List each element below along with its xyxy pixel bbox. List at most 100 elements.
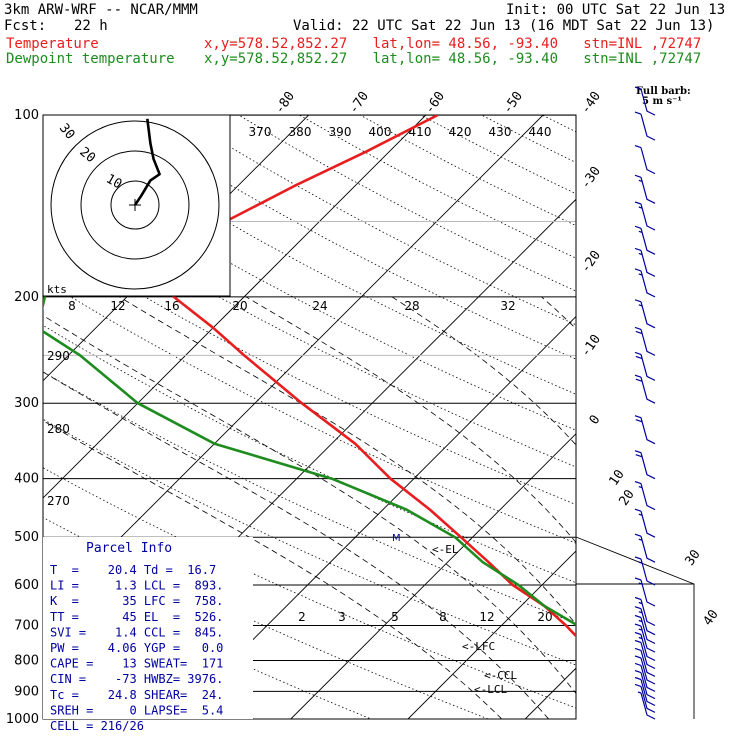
wind-barb — [634, 299, 656, 329]
pressure-tick-label: 200 — [14, 290, 39, 305]
mixing-ratio-low-label: 20 — [537, 610, 552, 624]
isotherm-label: -50 — [500, 89, 526, 117]
hodograph-ring-label: 10 — [103, 172, 124, 193]
wind-barb — [634, 225, 656, 255]
parcel-info-row: LI = 1.3 LCL = 893. — [50, 579, 223, 593]
mixing-ratio-label: 12 — [110, 299, 125, 313]
hodograph-ring — [50, 120, 220, 290]
dry-adiabat — [603, 115, 740, 732]
dry-adiabat — [664, 115, 740, 732]
isotherm-line — [524, 667, 576, 719]
wind-barb — [634, 374, 656, 404]
theta-label: 270 — [47, 494, 70, 508]
wind-barb — [634, 639, 656, 670]
wind-barb — [634, 683, 656, 713]
mixing-ratio-low-label: 3 — [338, 610, 346, 624]
dry-adiabat — [481, 115, 576, 164]
isotherm-label: -60 — [422, 89, 448, 117]
wind-barb — [634, 596, 656, 627]
level-annotations: <-EL <-LFC <-CCL<-LCL M — [392, 533, 517, 696]
parcel-info-row: CIN = -73 HWBZ= 3976. — [50, 672, 223, 686]
pressure-tick-label: 1000 — [6, 712, 39, 727]
wind-barb — [634, 86, 656, 116]
wind-barb — [634, 577, 656, 607]
isotherm-label: -30 — [578, 164, 604, 192]
isentrope-label: 380 — [289, 125, 312, 139]
pressure-tick-label: 900 — [14, 684, 39, 699]
level-annotation: <-CCL — [484, 669, 517, 682]
dewpoint-location: x,y=578.52,852.27 lat,lon= 48.56, -93.40… — [204, 51, 702, 67]
temperature-legend: Temperature — [6, 36, 99, 52]
level-annotation: <-LFC — [462, 640, 495, 653]
model-title: 3km ARW-WRF -- NCAR/MMM — [4, 2, 198, 18]
wind-barb — [634, 145, 656, 175]
dry-adiabat — [43, 567, 373, 719]
wind-barb — [634, 631, 656, 662]
wind-barb — [634, 201, 656, 231]
el-marker: M — [392, 533, 401, 544]
dry-adiabat — [299, 115, 576, 259]
barb-units: 5 m s⁻¹ — [642, 96, 682, 107]
mixing-ratio-label: 8 — [68, 299, 76, 313]
parcel-info-panel: Parcel Info T = 20.4 Td = 16.7 LI = 1.3 L… — [43, 537, 253, 733]
isentrope-label: 400 — [369, 125, 392, 139]
dry-adiabat — [43, 147, 576, 431]
wind-barb — [634, 111, 656, 141]
moist-adiabat — [43, 420, 503, 719]
mixing-ratio-low-label: 5 — [391, 610, 399, 624]
wind-barb — [634, 450, 656, 480]
isotherm-label: -10 — [578, 332, 604, 360]
parcel-info-background — [43, 537, 253, 719]
parcel-info-row: K = 35 LFC = 758. — [50, 594, 223, 608]
level-annotation: <-LCL — [474, 683, 507, 696]
wind-barb — [634, 351, 656, 381]
mixing-ratio-label: 16 — [164, 299, 179, 313]
wind-barb — [634, 415, 656, 445]
moist-adiabat — [245, 296, 576, 544]
parcel-info-row: CAPE = 13 SWEAT= 171 — [50, 657, 223, 671]
isotherm-line — [43, 115, 544, 616]
mixing-ratio-low-label: 8 — [439, 610, 447, 624]
mixing-ratio-low-label: 2 — [298, 610, 306, 624]
theta-label: 280 — [47, 422, 70, 436]
isotherm-line — [290, 433, 576, 719]
wind-barb — [634, 268, 656, 298]
pressure-tick-label: 500 — [14, 530, 39, 545]
isentrope-label: 390 — [329, 125, 352, 139]
isotherm-line — [642, 115, 740, 719]
theta-label: 290 — [47, 349, 70, 363]
mixing-ratio-label: 20 — [232, 299, 247, 313]
wind-barb — [634, 670, 656, 700]
extended-grid-edge — [575, 536, 695, 719]
valid-time: Valid: 22 UTC Sat 22 Jun 13 (16 MDT Sat … — [293, 18, 715, 34]
isotherm-line — [43, 115, 427, 499]
dry-adiabat — [177, 115, 576, 326]
isotherm-label: 20 — [616, 487, 637, 508]
forecast-hours: 22 h — [74, 18, 108, 34]
parcel-info-row: SVI = 1.4 CCL = 845. — [50, 625, 223, 639]
pressure-tick-label: 100 — [14, 108, 39, 123]
hodograph-units: kts — [47, 283, 67, 296]
moist-adiabat — [673, 297, 740, 719]
pressure-tick-label: 800 — [14, 653, 39, 668]
isotherm-line — [173, 315, 576, 719]
pressure-tick-label: 700 — [14, 618, 39, 633]
forecast-label: Fcst: — [4, 18, 47, 34]
wind-barb — [634, 676, 656, 707]
mixing-ratio-label: 32 — [500, 299, 515, 313]
isotherm-label: 10 — [606, 467, 627, 488]
isentrope-label: 410 — [409, 125, 432, 139]
isotherm-label: -80 — [272, 89, 298, 117]
isotherm-label: -20 — [578, 248, 604, 276]
plot-frame — [42, 114, 577, 720]
wind-barb — [634, 614, 656, 645]
isentrope-label: 370 — [249, 125, 272, 139]
isotherm-label: 30 — [682, 547, 703, 568]
wind-barb — [634, 533, 656, 563]
pressure-tick-label: 300 — [14, 396, 39, 411]
mixing-ratio-label: 24 — [312, 299, 327, 313]
wind-barb — [634, 662, 656, 692]
